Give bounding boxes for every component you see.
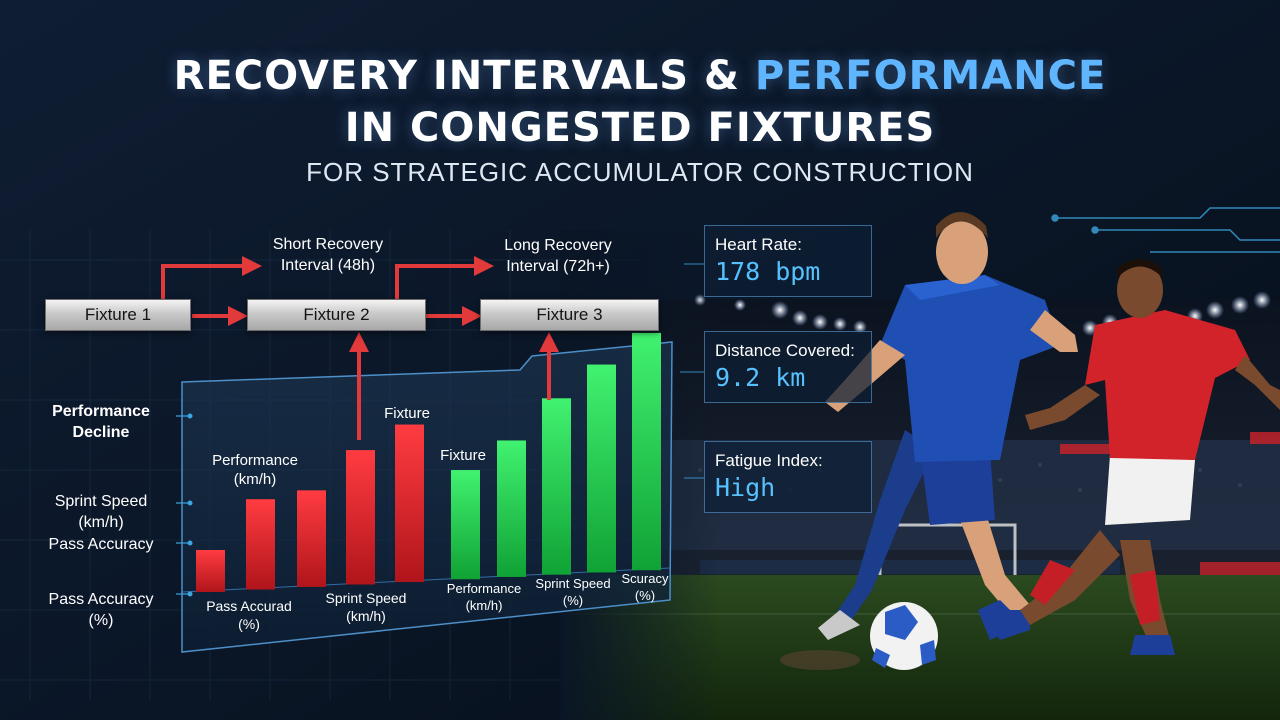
- sprint-speed-line1: Sprint Speed: [54, 493, 148, 510]
- chart-label-bottom-2-line2: (km/h): [346, 608, 386, 624]
- chart-label-bottom-1-line1: Pass Accurad: [206, 598, 292, 614]
- fixture-3-box: Fixture 3: [480, 299, 659, 331]
- chart-label-performance: Performance (km/h): [200, 451, 310, 489]
- metric-heart-rate-value: 178 bpm: [715, 257, 821, 286]
- chart-label-bottom-2-line1: Sprint Speed: [325, 590, 407, 606]
- chart-label-bottom-5-line1: Scuracy: [621, 571, 669, 586]
- metric-card-distance: Distance Covered: 9.2 km: [704, 331, 872, 403]
- chart-label-fixture-mid-text: Fixture: [384, 405, 430, 422]
- long-recovery-arrow: [395, 256, 494, 300]
- red-bar-1: [196, 550, 225, 592]
- short-recovery-label: Short Recovery Interval (48h): [248, 234, 408, 276]
- chart-label-bottom-3-line1: Performance: [446, 581, 522, 596]
- performance-decline-line2: Decline: [72, 424, 130, 441]
- chart-label-bottom-4: Sprint Speed (%): [530, 575, 616, 609]
- chart-label-bottom-3-line2: (km/h): [465, 598, 503, 613]
- green-bar-4: [587, 364, 616, 573]
- metric-card-fatigue: Fatigue Index: High: [704, 441, 872, 513]
- metric-fatigue-label: Fatigue Index:: [715, 451, 823, 470]
- green-bar-5: [632, 332, 661, 571]
- sprint-speed-line2: (km/h): [78, 514, 124, 531]
- pass-accuracy-mid-text: Pass Accuracy: [48, 536, 154, 553]
- red-bar-5: [395, 424, 424, 583]
- performance-decline-line1: Performance: [52, 403, 150, 420]
- green-bar-2: [497, 440, 526, 577]
- chart-label-bottom-5: Scuracy (%): [612, 570, 678, 604]
- pass-accuracy-bottom-line1: Pass Accuracy: [48, 591, 154, 608]
- fixture-2-label: Fixture 2: [303, 305, 370, 324]
- long-recovery-line1: Long Recovery: [504, 237, 612, 254]
- performance-decline-label: Performance Decline: [30, 401, 172, 443]
- red-bar-2: [246, 499, 275, 590]
- fixture-1-label: Fixture 1: [84, 305, 152, 324]
- fixture-3-label: Fixture 3: [536, 305, 603, 324]
- short-recovery-line1: Short Recovery: [272, 236, 384, 253]
- metric-distance-label: Distance Covered:: [715, 341, 855, 360]
- pass-accuracy-bottom-line2: (%): [88, 612, 114, 629]
- fixture-2-box: Fixture 2: [247, 299, 426, 331]
- chart-label-fixture-mid: Fixture: [372, 405, 442, 423]
- red-bar-3: [297, 490, 326, 587]
- chart-label-bottom-2: Sprint Speed (km/h): [314, 589, 418, 625]
- chart-label-bottom-4-line2: (%): [562, 593, 584, 608]
- chart-label-fixture-left: Fixture: [430, 447, 496, 465]
- title-line1-part1: RECOVERY INTERVALS &: [173, 53, 740, 99]
- chart-label-fixture-left-text: Fixture: [440, 447, 486, 464]
- green-bar-1: [451, 470, 480, 580]
- long-recovery-label: Long Recovery Interval (72h+): [478, 235, 638, 277]
- green-bar-3: [542, 398, 571, 575]
- football: [870, 602, 938, 670]
- player-red: [978, 259, 1280, 655]
- pass-accuracy-bottom-label: Pass Accuracy (%): [28, 589, 174, 631]
- page-title: RECOVERY INTERVALS & PERFORMANCE IN CONG…: [0, 50, 1280, 154]
- red-bar-4: [346, 450, 375, 585]
- metric-fatigue-value: High: [715, 473, 776, 502]
- long-recovery-line2: Interval (72h+): [506, 258, 610, 275]
- chart-label-performance-line2: (km/h): [233, 471, 277, 488]
- player-blue: [818, 212, 1078, 640]
- chart-label-bottom-4-line1: Sprint Speed: [535, 576, 611, 591]
- metric-distance-value: 9.2 km: [715, 363, 806, 392]
- short-recovery-line2: Interval (48h): [280, 257, 376, 274]
- fixture-1-box: Fixture 1: [45, 299, 191, 331]
- page-subtitle: FOR STRATEGIC ACCUMULATOR CONSTRUCTION: [306, 157, 974, 187]
- short-recovery-arrow: [161, 256, 262, 300]
- title-line2: IN CONGESTED FIXTURES: [344, 105, 936, 151]
- chart-label-performance-line1: Performance: [212, 452, 298, 469]
- metric-card-heart-rate: Heart Rate: 178 bpm: [704, 225, 872, 297]
- chart-label-bottom-1: Pass Accurad (%): [194, 597, 304, 633]
- sprint-speed-label: Sprint Speed (km/h): [30, 491, 172, 533]
- title-line1-accent: PERFORMANCE: [754, 53, 1107, 99]
- pass-accuracy-mid-label: Pass Accuracy: [28, 534, 174, 555]
- chart-label-bottom-5-line2: (%): [634, 588, 656, 603]
- chart-label-bottom-3: Performance (km/h): [436, 580, 532, 614]
- chart-label-bottom-1-line2: (%): [238, 616, 260, 632]
- metric-heart-rate-label: Heart Rate:: [715, 235, 802, 254]
